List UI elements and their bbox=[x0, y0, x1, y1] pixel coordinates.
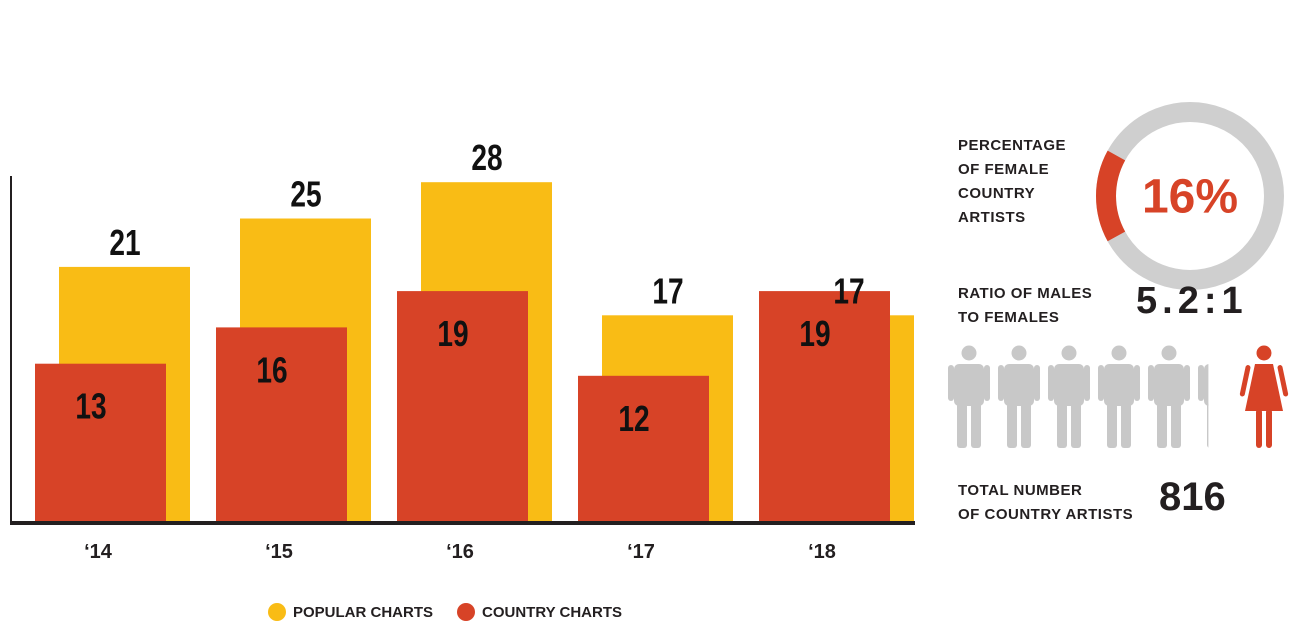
percentage-value: 16% bbox=[1142, 171, 1238, 224]
male-figure-icon bbox=[1048, 345, 1090, 448]
male-figure-icon bbox=[1198, 364, 1209, 448]
legend-label-popular: POPULAR CHARTS bbox=[293, 603, 434, 621]
data-label-popular: 21 bbox=[109, 223, 140, 263]
ratio-figures bbox=[948, 345, 1289, 448]
data-label-country: 19 bbox=[437, 314, 468, 354]
data-label-popular: 17 bbox=[652, 271, 683, 311]
x-tick-label: ‘17 bbox=[627, 541, 655, 563]
legend-item-country: COUNTRY CHARTS bbox=[457, 603, 622, 621]
percentage-label: PERCENTAGE OF FEMALE COUNTRY ARTISTS bbox=[958, 137, 1067, 226]
x-tick-label: ‘16 bbox=[446, 541, 474, 563]
data-label-country: 12 bbox=[618, 398, 649, 438]
bar-country bbox=[759, 291, 890, 521]
legend-label-country: COUNTRY CHARTS bbox=[482, 603, 623, 621]
legend: POPULAR CHARTS COUNTRY CHARTS bbox=[268, 603, 622, 621]
ratio-label: RATIO OF MALES TO FEMALES bbox=[958, 285, 1093, 326]
bar-country bbox=[578, 375, 709, 521]
data-label-country: 19 bbox=[799, 314, 830, 354]
female-percentage-donut: 16% bbox=[1096, 102, 1284, 290]
male-figure-icon bbox=[948, 345, 990, 448]
x-tick-label: ‘18 bbox=[808, 541, 836, 563]
data-label-country: 16 bbox=[256, 350, 287, 390]
total-value: 816 bbox=[1159, 475, 1226, 519]
male-figure-icon bbox=[1148, 345, 1190, 448]
legend-item-popular: POPULAR CHARTS bbox=[268, 603, 433, 621]
data-label-country: 13 bbox=[75, 386, 106, 426]
bar-country bbox=[35, 363, 166, 521]
data-label-popular: 25 bbox=[290, 174, 321, 214]
bar-country bbox=[216, 327, 347, 521]
female-figure-icon bbox=[1239, 345, 1289, 448]
data-label-popular: 28 bbox=[471, 138, 502, 178]
male-figure-icon bbox=[998, 345, 1040, 448]
legend-swatch-country bbox=[457, 603, 476, 621]
x-tick-label: ‘14 bbox=[84, 541, 113, 563]
bar-country bbox=[397, 291, 528, 521]
legend-swatch-popular bbox=[268, 603, 286, 621]
x-tick-label: ‘15 bbox=[265, 541, 293, 563]
data-label-popular: 17 bbox=[833, 271, 864, 311]
ratio-value: 5.2:1 bbox=[1136, 280, 1248, 322]
male-figure-icon bbox=[1098, 345, 1140, 448]
total-label: TOTAL NUMBER OF COUNTRY ARTISTS bbox=[958, 482, 1134, 523]
